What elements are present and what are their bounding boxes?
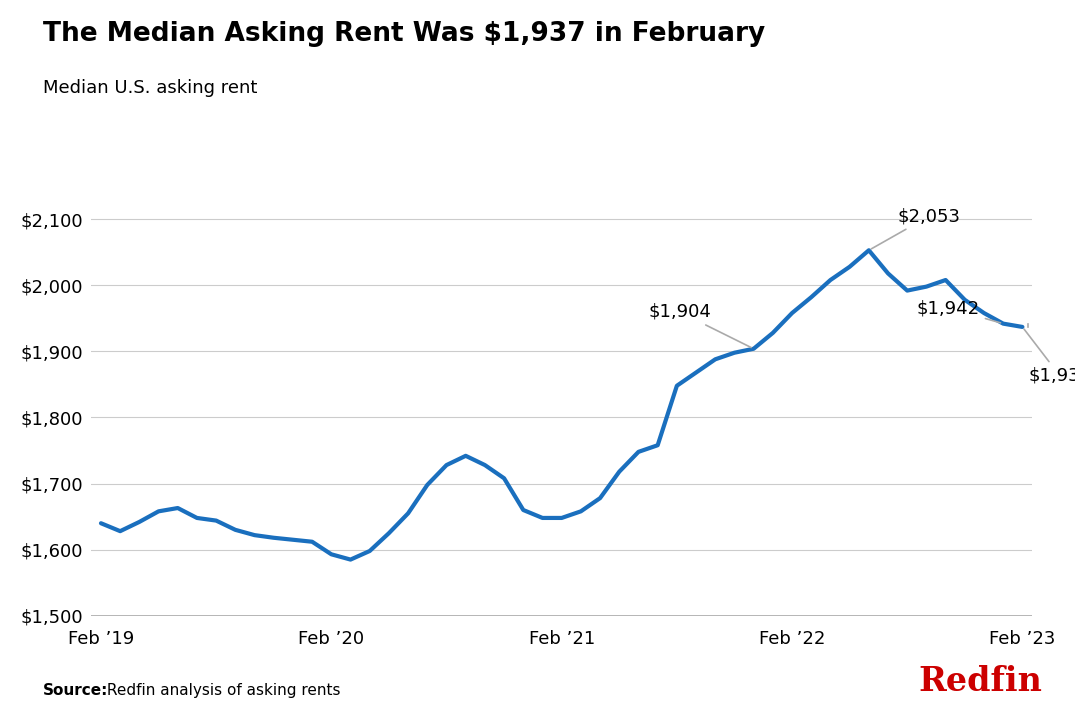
Text: $1,904: $1,904	[648, 303, 751, 347]
Text: $2,053: $2,053	[871, 207, 961, 249]
Text: The Median Asking Rent Was $1,937 in February: The Median Asking Rent Was $1,937 in Feb…	[43, 21, 765, 47]
Text: Median U.S. asking rent: Median U.S. asking rent	[43, 79, 257, 97]
Text: $1,942: $1,942	[917, 299, 1001, 323]
Text: Redfin analysis of asking rents: Redfin analysis of asking rents	[102, 683, 341, 698]
Text: $1,937: $1,937	[1024, 329, 1075, 384]
Text: Source:: Source:	[43, 683, 109, 698]
Text: Redfin: Redfin	[919, 665, 1043, 698]
